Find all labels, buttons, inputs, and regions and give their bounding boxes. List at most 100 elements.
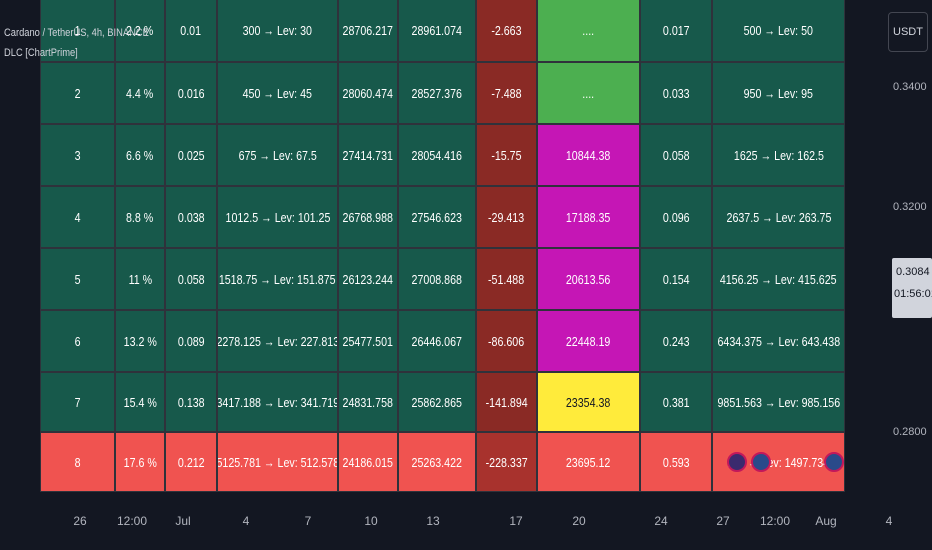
cell-text: 28961.074	[411, 23, 463, 38]
cell-text: 23695.12	[566, 454, 611, 470]
table-cell: 2.2 %	[115, 0, 165, 62]
table-cell: 0.025	[165, 124, 217, 186]
table-cell: 3417.188 → Lev: 341.719	[217, 372, 338, 432]
table-cell: 24186.015	[338, 432, 398, 492]
time-label: 12:00	[116, 514, 148, 528]
cell-text: 0.025	[177, 147, 205, 163]
cell-text: 28060.474	[342, 85, 394, 101]
table-cell: -29.413	[476, 186, 537, 248]
table-cell: 3	[40, 124, 115, 186]
time-label: 26	[73, 514, 87, 528]
table-cell: 9851.563 → Lev: 985.156	[712, 372, 845, 432]
cell-text: 11 %	[128, 271, 152, 287]
cell-text: -141.894	[485, 394, 528, 410]
table-cell: 1	[40, 0, 115, 62]
cell-text: 0.058	[662, 147, 690, 163]
cell-text: 450 → Lev: 45	[242, 85, 313, 101]
table-cell: 0.593	[640, 432, 712, 492]
table-cell: 23354.38	[537, 372, 640, 432]
cell-text: 15.4 %	[123, 394, 157, 410]
time-label: 13	[426, 514, 440, 528]
table-cell: 0.381	[640, 372, 712, 432]
cell-text: 20613.56	[566, 271, 611, 287]
cell-text: -2.663	[491, 23, 522, 38]
table-cell: 0.01	[165, 0, 217, 62]
table-cell: -7.488	[476, 62, 537, 124]
cell-text: 8	[74, 454, 81, 470]
cell-text: 1625 → Lev: 162.5	[733, 147, 824, 163]
cell-text: 300 → Lev: 30	[242, 23, 313, 38]
table-cell: 0.017	[640, 0, 712, 62]
table-cell: 0.016	[165, 62, 217, 124]
table-cell: 0.243	[640, 310, 712, 372]
cell-text: 24831.758	[342, 394, 394, 410]
cell-text: 0.01	[180, 23, 202, 38]
cell-text: 23354.38	[566, 394, 611, 410]
cell-text: 0.243	[662, 333, 690, 349]
time-label: 4	[242, 514, 250, 528]
table-cell: 6	[40, 310, 115, 372]
cell-text: 0.038	[177, 209, 205, 225]
cell-text: 0.096	[662, 209, 690, 225]
cell-text: 2	[74, 85, 81, 101]
cell-text: 26446.067	[411, 333, 463, 349]
table-cell: 25263.422	[398, 432, 476, 492]
table-cell: 28060.474	[338, 62, 398, 124]
cell-text: 1518.75 → Lev: 151.875	[219, 271, 336, 287]
table-cell: 26768.988	[338, 186, 398, 248]
cell-text: 675 → Lev: 67.5	[238, 147, 317, 163]
time-label: 17	[509, 514, 523, 528]
cell-text: 0.017	[662, 23, 690, 38]
table-cell: 17188.35	[537, 186, 640, 248]
table-cell: 0.058	[165, 248, 217, 310]
cell-text: 3	[74, 147, 81, 163]
icon	[824, 452, 844, 472]
table-cell: 28054.416	[398, 124, 476, 186]
table-cell: 25862.865	[398, 372, 476, 432]
icon	[727, 452, 747, 472]
cell-text: 25862.865	[411, 394, 463, 410]
table-cell: 24831.758	[338, 372, 398, 432]
cell-text: 2637.5 → Lev: 263.75	[726, 209, 831, 225]
table-cell: 0.058	[640, 124, 712, 186]
cell-text: 6.6 %	[126, 147, 154, 163]
table-cell: 20613.56	[537, 248, 640, 310]
table-cell: 5125.781 → Lev: 512.578	[217, 432, 338, 492]
cell-text: 4.4 %	[126, 85, 154, 101]
time-label: 4	[885, 514, 893, 528]
cell-text: 5125.781 → Lev: 512.578	[217, 454, 338, 470]
table-cell: 2278.125 → Lev: 227.813	[217, 310, 338, 372]
table-cell: 4	[40, 186, 115, 248]
table-cell: 28527.376	[398, 62, 476, 124]
table-cell: 10844.38	[537, 124, 640, 186]
table-cell: 6.6 %	[115, 124, 165, 186]
cell-text: 0.212	[177, 454, 205, 470]
cell-text: 0.381	[662, 394, 690, 410]
table-cell: 0.089	[165, 310, 217, 372]
table-cell: 0.038	[165, 186, 217, 248]
cell-text: 13.2 %	[123, 333, 157, 349]
time-label: Jul	[175, 514, 191, 528]
indicator-label[interactable]: DLC [ChartPrime]	[4, 47, 78, 59]
currency-button[interactable]: USDT	[888, 12, 928, 52]
cell-text: 7	[74, 394, 81, 410]
cell-text: 17.6 %	[123, 454, 157, 470]
table-cell: 27008.868	[398, 248, 476, 310]
table-cell: 13.2 %	[115, 310, 165, 372]
cell-text: ....	[582, 85, 595, 101]
table-cell: -141.894	[476, 372, 537, 432]
cell-text: -29.413	[488, 209, 525, 225]
table-cell: 500 → Lev: 50	[712, 0, 845, 62]
cell-text: 27008.868	[411, 271, 463, 287]
symbol-label[interactable]: Cardano / TetherUS, 4h, BINANCE	[4, 27, 149, 39]
cell-text: -7.488	[491, 85, 522, 101]
cell-text: -15.75	[491, 147, 522, 163]
table-cell: -228.337	[476, 432, 537, 492]
price-label: 0.2800	[893, 426, 927, 438]
cell-text: 27546.623	[411, 209, 463, 225]
cell-text: 0.089	[177, 333, 205, 349]
table-cell: 5	[40, 248, 115, 310]
time-label: Aug	[815, 514, 837, 528]
cell-text: 24186.015	[342, 454, 394, 470]
